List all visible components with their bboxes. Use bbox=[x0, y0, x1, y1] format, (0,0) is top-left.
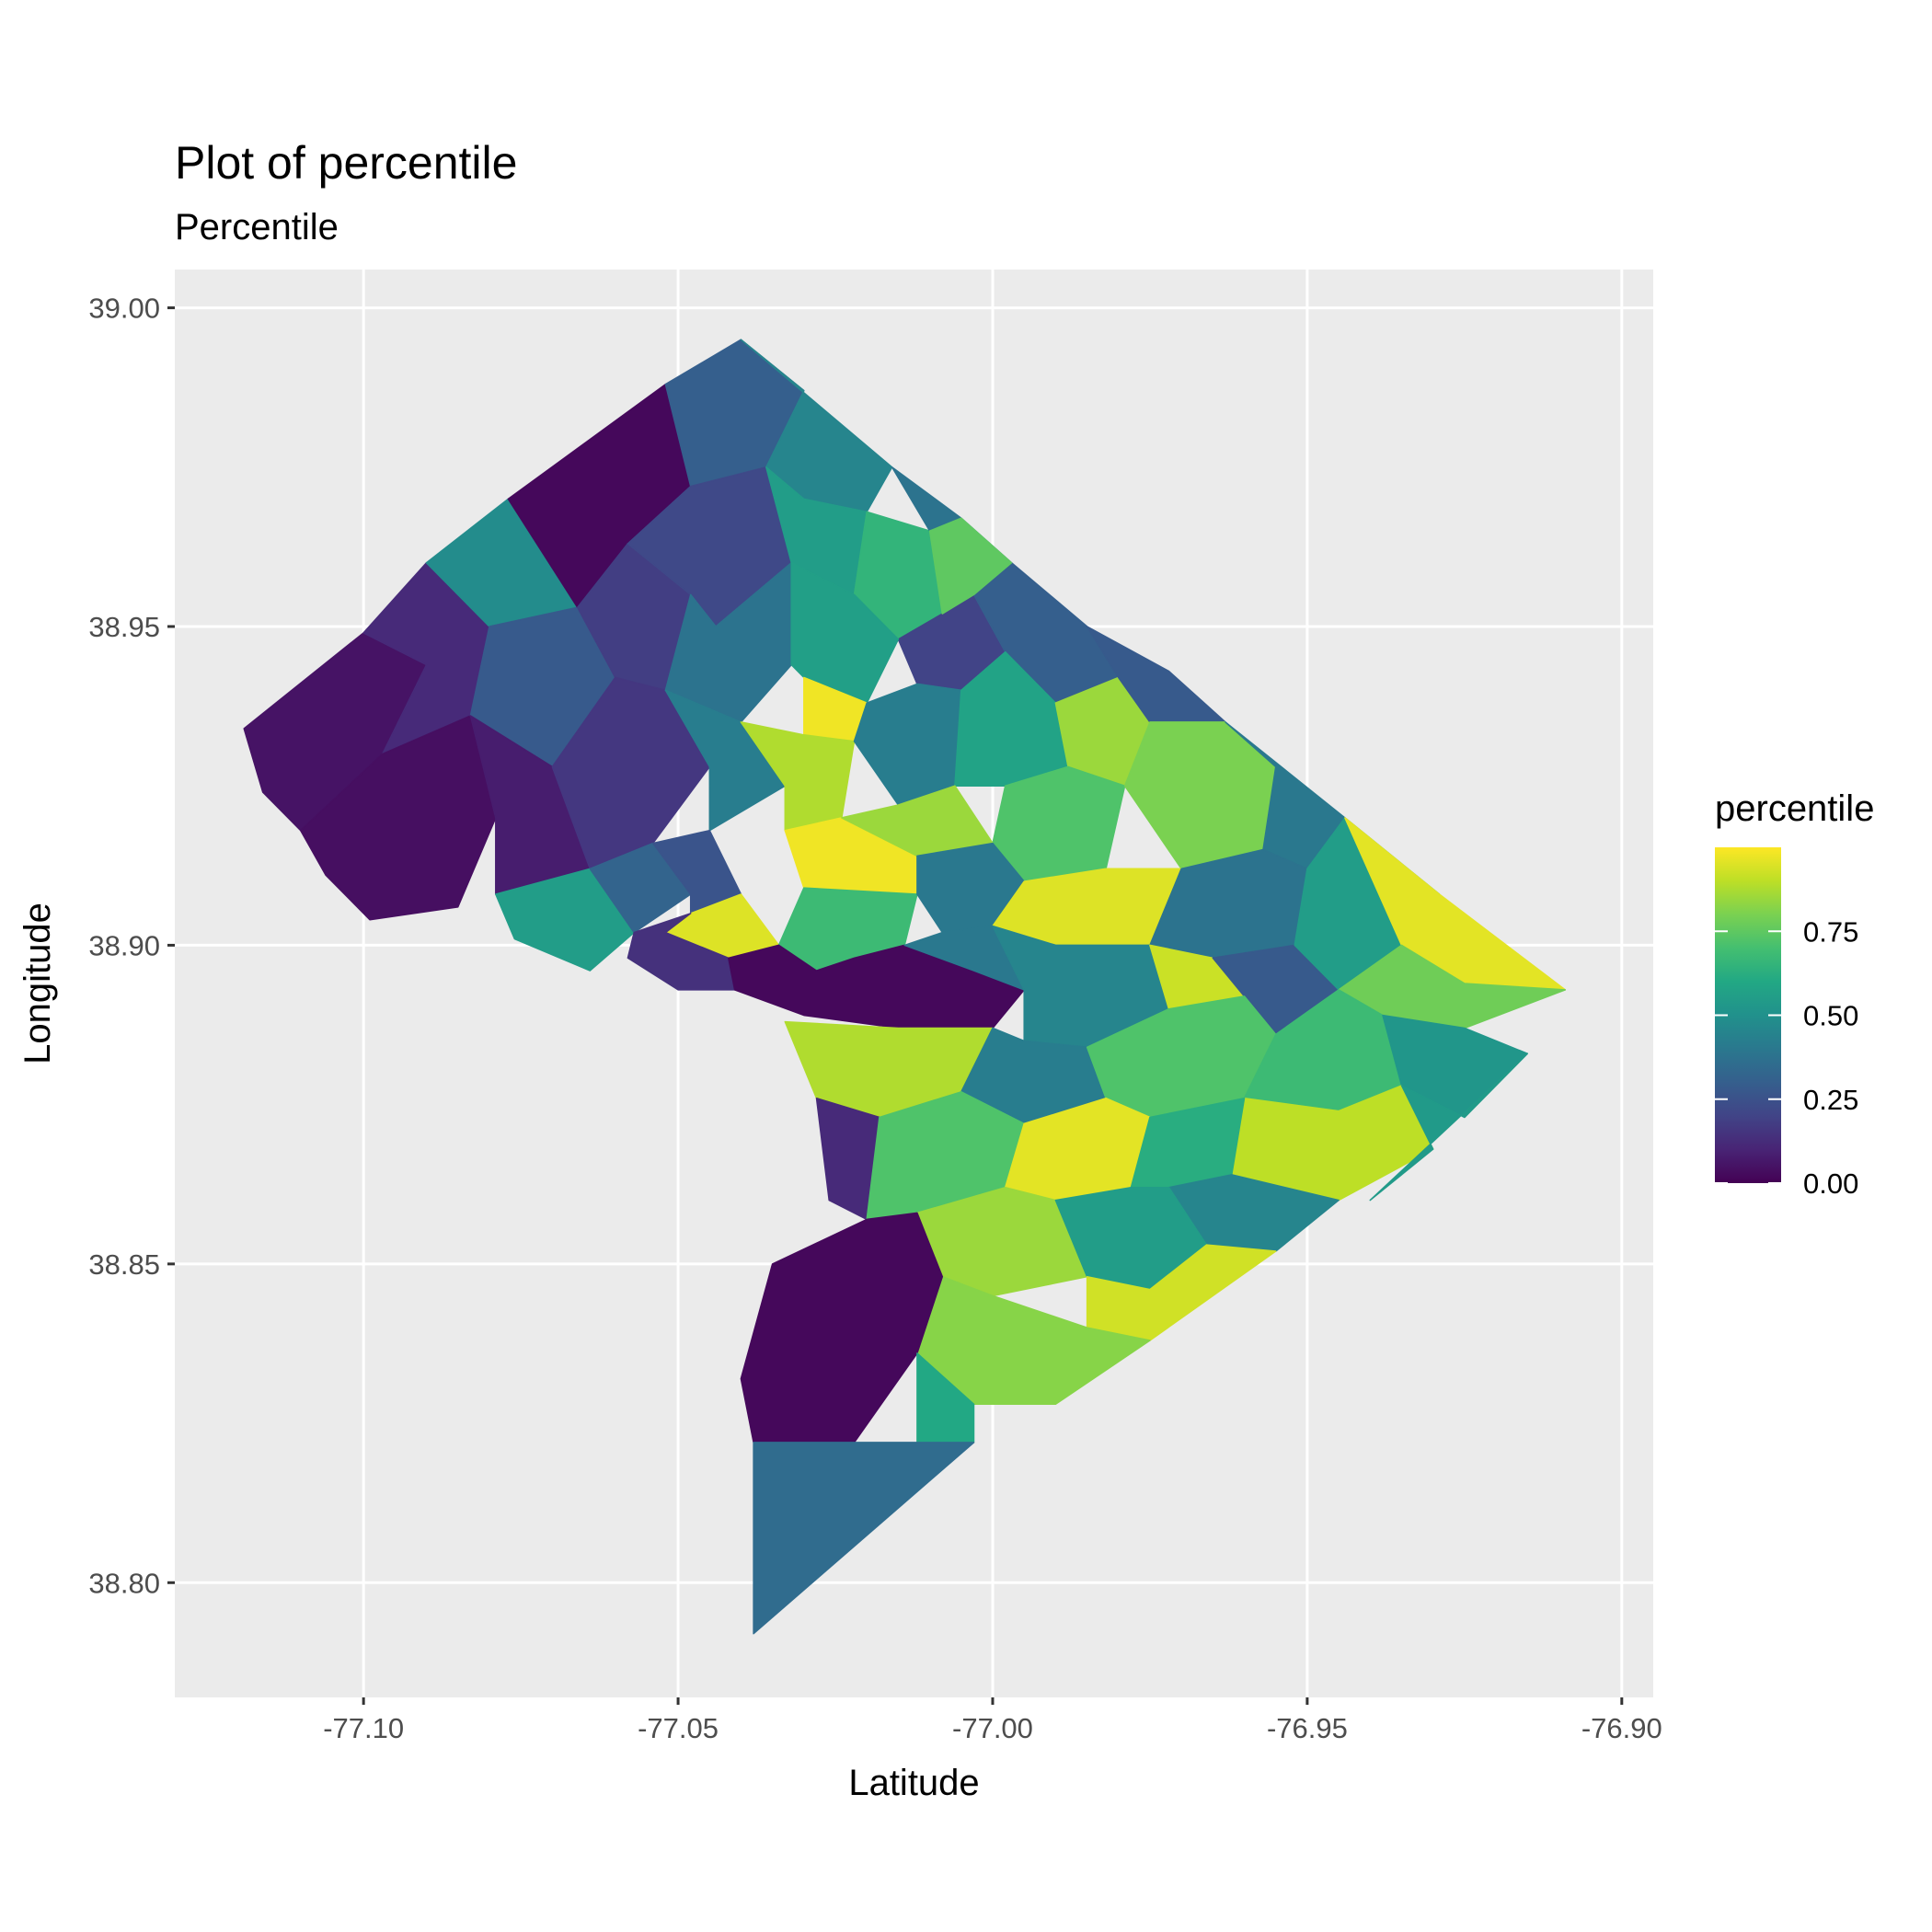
legend-break-label: 0.00 bbox=[1803, 1167, 1858, 1200]
map-region-blue-plains bbox=[753, 1442, 975, 1635]
legend-break-label: 0.75 bbox=[1803, 915, 1858, 948]
map-region-hillcrest bbox=[1369, 1052, 1528, 1202]
x-axis-title: Latitude bbox=[848, 1763, 979, 1803]
y-axis-tick-label: 38.80 bbox=[88, 1567, 160, 1599]
y-axis-tick-label: 38.90 bbox=[88, 929, 160, 961]
y-axis-tick-label: 38.95 bbox=[88, 611, 160, 643]
map-region-brookland-s bbox=[992, 765, 1126, 882]
map-regions bbox=[243, 339, 1567, 1635]
legend-break-label: 0.25 bbox=[1803, 1084, 1858, 1116]
legend-title: percentile bbox=[1715, 788, 1874, 829]
map-region-woodley-park bbox=[664, 689, 787, 832]
x-axis-tick-label: -77.10 bbox=[323, 1712, 404, 1744]
legend-break-label: 0.50 bbox=[1803, 1000, 1858, 1032]
legend: percentile 0.00 0.25 0.50 0.75 bbox=[1715, 788, 1874, 1200]
plot-subtitle: Percentile bbox=[175, 207, 339, 247]
map-region-georgetown-w bbox=[495, 868, 635, 972]
map-region-rock-creek-b bbox=[928, 517, 1013, 615]
map-region-eckington bbox=[841, 785, 994, 857]
x-axis-tick-label: -77.00 bbox=[952, 1712, 1033, 1744]
y-axis-tick-label: 38.85 bbox=[88, 1248, 160, 1281]
x-axis-tick-label: -76.90 bbox=[1581, 1712, 1662, 1744]
plot-title: Plot of percentile bbox=[175, 137, 518, 189]
y-axis-title: Longitude bbox=[17, 903, 58, 1064]
map-region-northwest-3 bbox=[300, 715, 497, 921]
x-axis-tick-label: -76.95 bbox=[1267, 1712, 1348, 1744]
y-axis-tick-label: 39.00 bbox=[88, 293, 160, 325]
axes: -77.10 -77.05 -77.00 -76.95 -76.90 38.80 38.85… bbox=[17, 293, 1662, 1803]
x-axis-tick-label: -77.05 bbox=[638, 1712, 719, 1744]
